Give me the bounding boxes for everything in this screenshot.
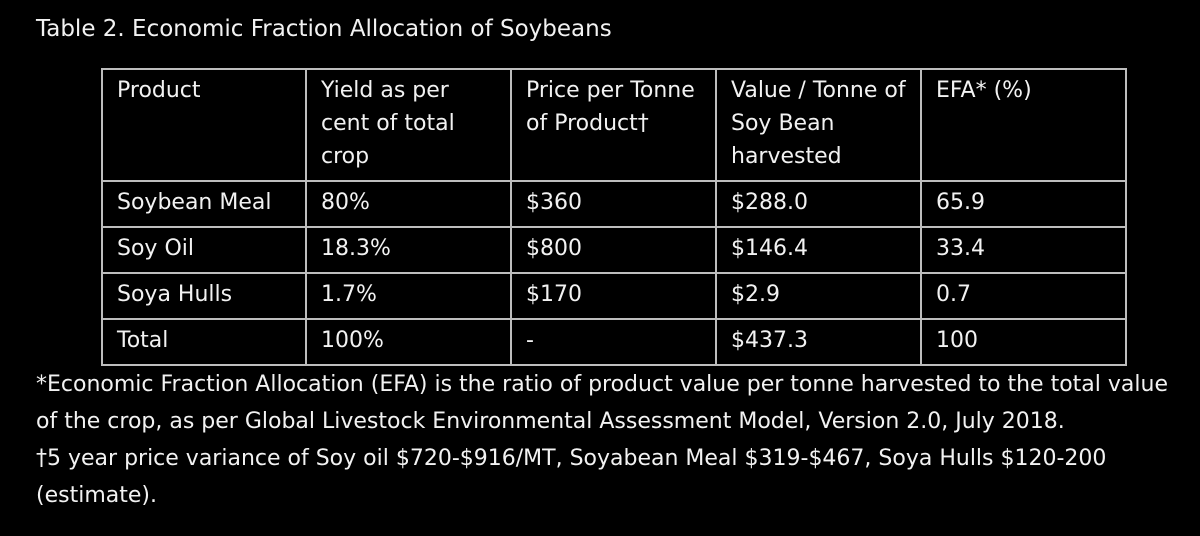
footnote-efa: *Economic Fraction Allocation (EFA) is t… xyxy=(36,372,1168,434)
footnote-price: †5 year price variance of Soy oil $720-$… xyxy=(36,446,1107,508)
cell-product: Soybean Meal xyxy=(101,180,307,228)
table-row: Soy Oil 18.3% $800 $146.4 33.4 xyxy=(101,226,1127,274)
cell-value: $2.9 xyxy=(715,272,922,320)
header-price: Price per Tonne of Product† xyxy=(510,68,717,182)
cell-efa: 0.7 xyxy=(920,272,1127,320)
cell-value: $437.3 xyxy=(715,318,922,366)
cell-yield: 80% xyxy=(305,180,512,228)
footnotes: *Economic Fraction Allocation (EFA) is t… xyxy=(36,366,1186,514)
cell-efa: 65.9 xyxy=(920,180,1127,228)
table-row: Soybean Meal 80% $360 $288.0 65.9 xyxy=(101,180,1127,228)
cell-efa: 33.4 xyxy=(920,226,1127,274)
header-product: Product xyxy=(101,68,307,182)
cell-product: Soya Hulls xyxy=(101,272,307,320)
cell-product: Soy Oil xyxy=(101,226,307,274)
cell-efa: 100 xyxy=(920,318,1127,366)
header-yield: Yield as per cent of total crop xyxy=(305,68,512,182)
cell-product: Total xyxy=(101,318,307,366)
cell-yield: 100% xyxy=(305,318,512,366)
header-value: Value / Tonne of Soy Bean harvested xyxy=(715,68,922,182)
cell-value: $288.0 xyxy=(715,180,922,228)
table-header-row: Product Yield as per cent of total crop … xyxy=(101,68,1127,182)
table-row: Soya Hulls 1.7% $170 $2.9 0.7 xyxy=(101,272,1127,320)
cell-yield: 18.3% xyxy=(305,226,512,274)
cell-yield: 1.7% xyxy=(305,272,512,320)
table-total-row: Total 100% - $437.3 100 xyxy=(101,318,1127,366)
cell-price: - xyxy=(510,318,717,366)
cell-price: $360 xyxy=(510,180,717,228)
efa-table: Product Yield as per cent of total crop … xyxy=(101,68,1127,366)
cell-price: $800 xyxy=(510,226,717,274)
cell-price: $170 xyxy=(510,272,717,320)
cell-value: $146.4 xyxy=(715,226,922,274)
header-efa: EFA* (%) xyxy=(920,68,1127,182)
table-title: Table 2. Economic Fraction Allocation of… xyxy=(36,16,612,42)
